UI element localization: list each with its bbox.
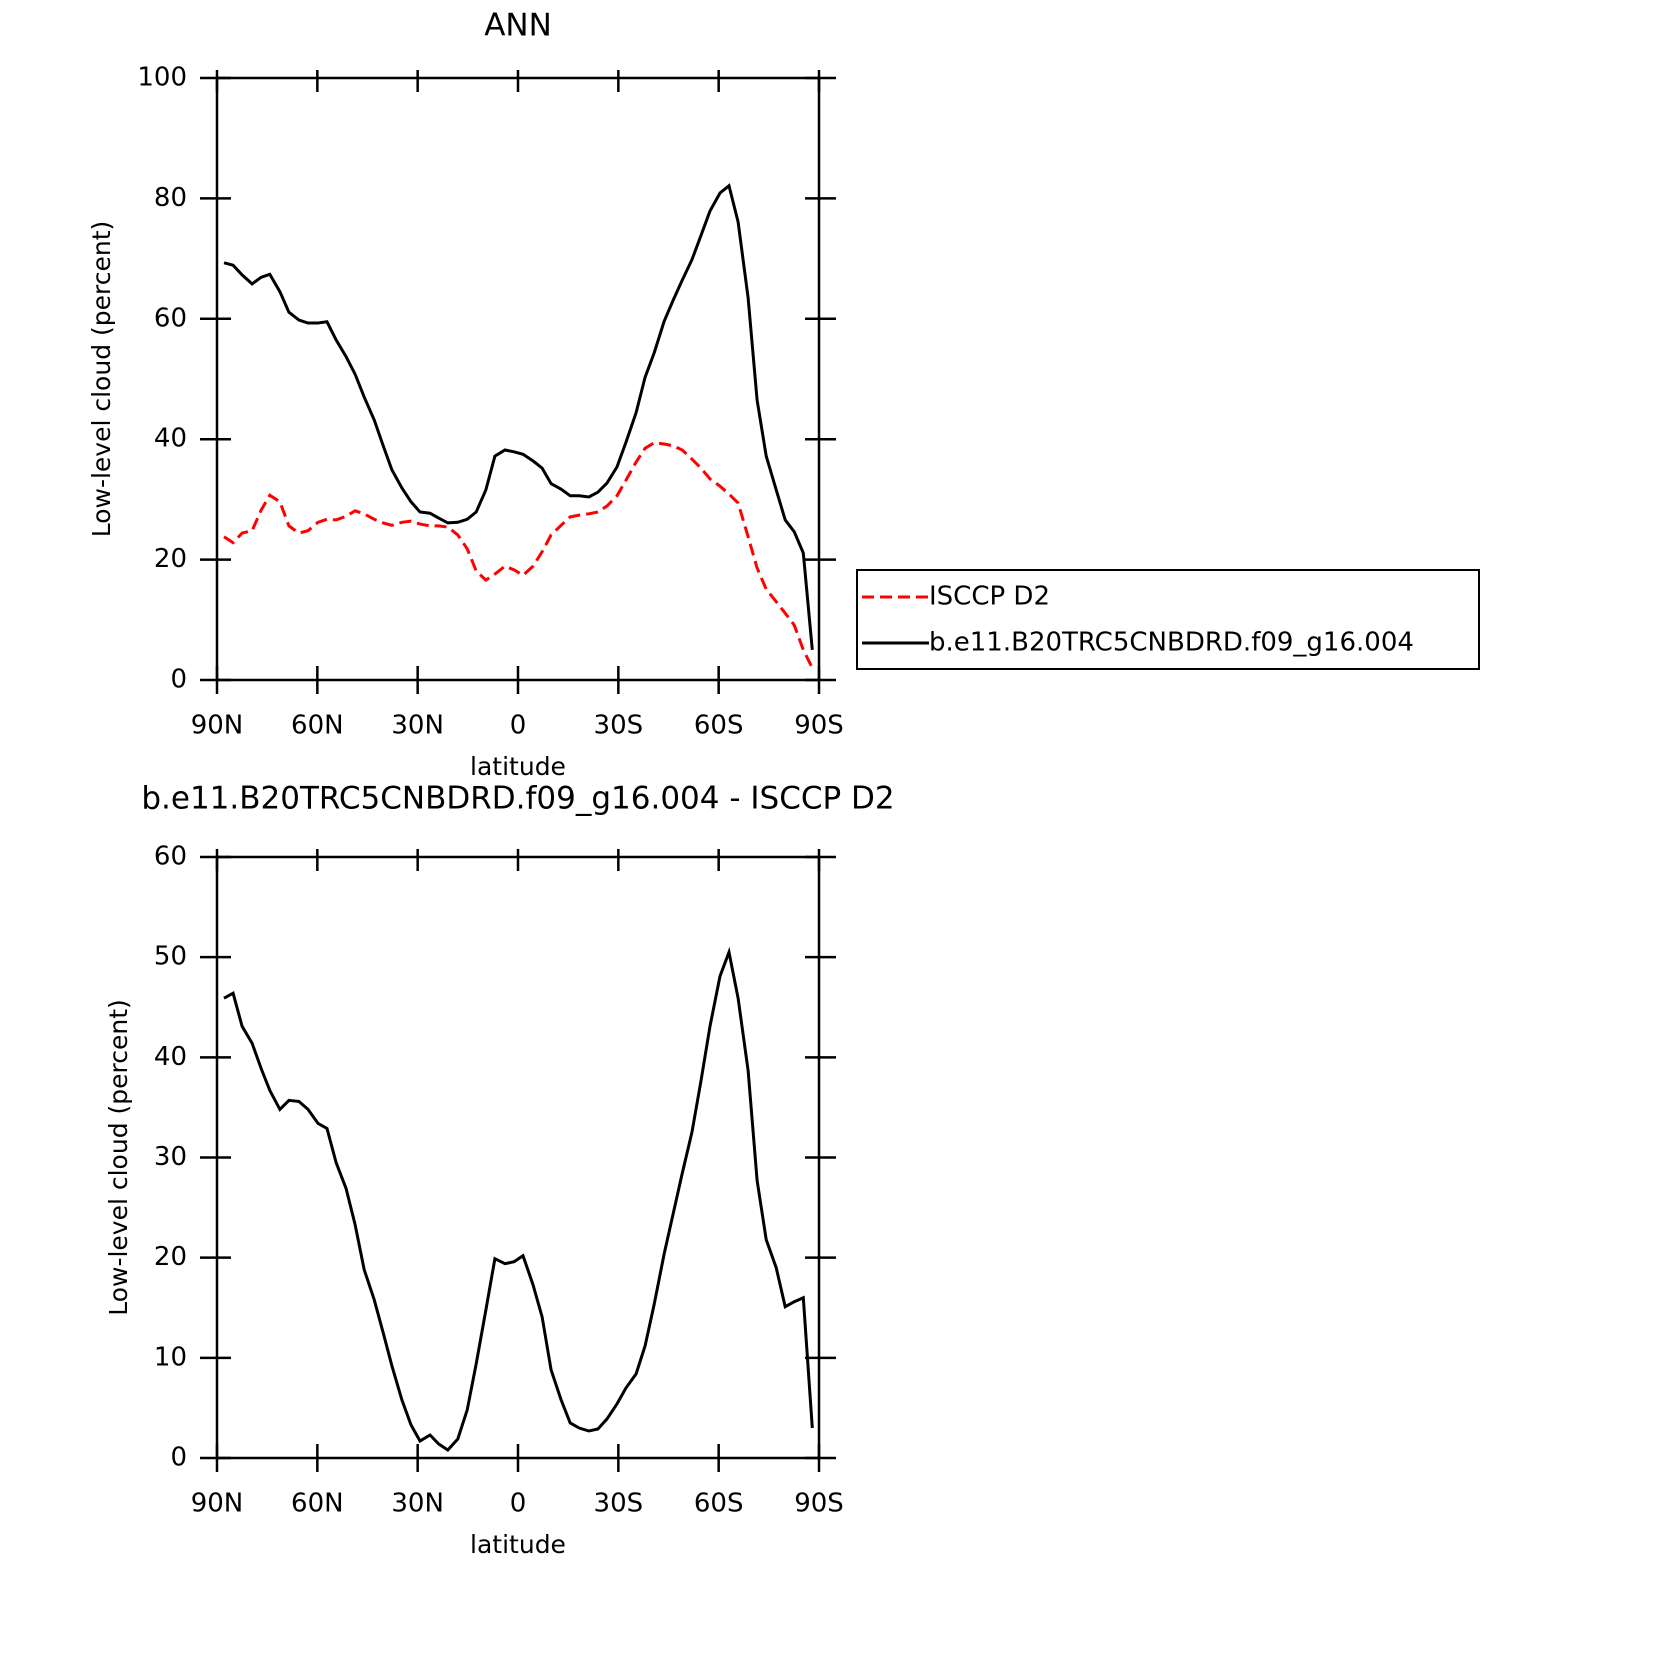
x-tick-label: 60N (291, 711, 344, 741)
y-tick-label: 80 (154, 183, 187, 213)
y-tick-label: 10 (154, 1342, 187, 1372)
chart-title: b.e11.B20TRC5CNBDRD.f09_g16.004 - ISCCP … (141, 781, 894, 817)
x-tick-label: 60S (694, 711, 744, 741)
x-tick-label: 60N (291, 1489, 344, 1519)
y-tick-label: 60 (154, 303, 187, 333)
y-tick-label: 50 (154, 942, 187, 972)
y-tick-label: 0 (170, 665, 187, 695)
x-tick-label: 0 (510, 711, 527, 741)
data-line (223, 441, 814, 669)
y-tick-label: 0 (170, 1443, 187, 1473)
x-axis-label: latitude (470, 1530, 566, 1559)
x-tick-label: 90S (794, 711, 844, 741)
x-tick-label: 30N (391, 1489, 444, 1519)
x-tick-label: 30N (391, 711, 444, 741)
x-tick-label: 30S (594, 1489, 644, 1519)
y-axis-label: Low-level cloud (percent) (104, 999, 133, 1316)
legend-label: b.e11.B20TRC5CNBDRD.f09_g16.004 (929, 628, 1414, 658)
y-tick-label: 100 (137, 63, 187, 93)
x-tick-label: 30S (594, 711, 644, 741)
data-line (223, 946, 814, 1452)
x-tick-label: 0 (510, 1489, 527, 1519)
y-tick-label: 20 (154, 544, 187, 574)
plot-frame (215, 76, 821, 682)
x-tick-label: 90S (794, 1489, 844, 1519)
x-tick-label: 90N (191, 711, 244, 741)
y-tick-label: 30 (154, 1142, 187, 1172)
legend-label: ISCCP D2 (929, 582, 1050, 612)
x-tick-label: 60S (694, 1489, 744, 1519)
x-tick-label: 90N (191, 1489, 244, 1519)
legend: ISCCP D2 b.e11.B20TRC5CNBDRD.f09_g16.004 (856, 569, 1480, 670)
y-tick-label: 20 (154, 1242, 187, 1272)
chart-title: ANN (484, 8, 552, 44)
y-tick-label: 40 (154, 424, 187, 454)
y-axis-label: Low-level cloud (percent) (87, 221, 116, 538)
y-tick-label: 40 (154, 1042, 187, 1072)
x-axis-label: latitude (470, 752, 566, 781)
y-tick-label: 60 (154, 842, 187, 872)
data-line (223, 183, 814, 651)
legend-box (856, 569, 1480, 670)
plot-frame (215, 855, 821, 1460)
